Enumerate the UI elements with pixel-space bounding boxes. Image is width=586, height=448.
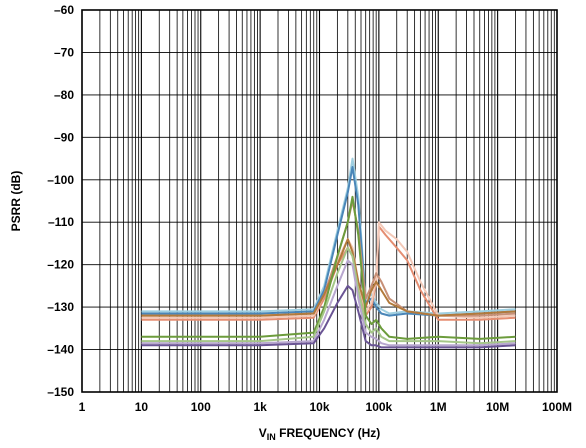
- y-tick-label: –130: [47, 300, 74, 314]
- x-axis-label-main: V: [259, 426, 267, 440]
- series-line-2: [141, 166, 516, 317]
- x-tick-label: 10k: [309, 400, 329, 414]
- series-line-8: [141, 246, 516, 345]
- series-line-10: [141, 284, 516, 349]
- x-tick-label: 100M: [542, 400, 572, 414]
- x-tick-label: 1k: [253, 400, 267, 414]
- tick-labels: –60 –70 –80 –90 –100 –110 –120 –130 –140 –150 1 10 1…: [47, 3, 572, 414]
- plot-frame: [81, 9, 558, 393]
- y-tick-label: –70: [54, 45, 74, 59]
- x-tick-label: 100k: [366, 400, 393, 414]
- x-axis-label: VIN FREQUENCY (Hz): [259, 426, 380, 442]
- y-tick-label: –140: [47, 343, 74, 357]
- x-tick-label: 10M: [486, 400, 509, 414]
- series-line-7: [141, 195, 516, 340]
- x-tick-label: 1: [79, 400, 86, 414]
- x-axis-label-rest: FREQUENCY (Hz): [276, 426, 380, 440]
- chart-series: [141, 157, 516, 349]
- y-tick-label: –120: [47, 258, 74, 272]
- x-tick-label: 10: [135, 400, 149, 414]
- x-tick-label: 1M: [430, 400, 447, 414]
- x-tick-label: 100: [191, 400, 211, 414]
- y-tick-label: –150: [47, 385, 74, 399]
- series-line-3: [141, 225, 516, 321]
- y-axis-label: PSRR (dB): [9, 171, 23, 232]
- series-line-9: [141, 259, 516, 347]
- y-tick-label: –80: [54, 88, 74, 102]
- y-tick-label: –110: [48, 215, 74, 229]
- x-axis-label-sub: IN: [267, 432, 276, 442]
- y-tick-label: –90: [54, 130, 74, 144]
- y-tick-label: –60: [54, 3, 74, 17]
- y-tick-label: –100: [47, 173, 74, 187]
